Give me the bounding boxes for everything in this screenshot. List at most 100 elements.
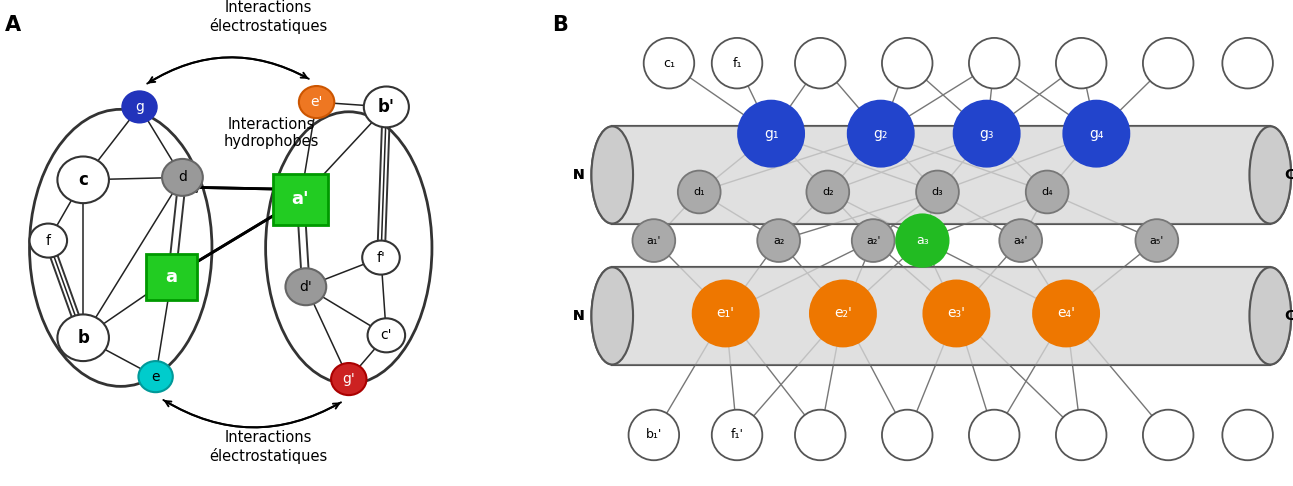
Text: a₃: a₃ — [915, 234, 928, 247]
Text: f₁: f₁ — [732, 57, 742, 69]
Text: d₄: d₄ — [1041, 187, 1053, 197]
FancyBboxPatch shape — [613, 267, 1270, 364]
Circle shape — [57, 314, 109, 361]
Ellipse shape — [1222, 410, 1272, 460]
Ellipse shape — [591, 267, 634, 364]
Ellipse shape — [848, 101, 914, 167]
Ellipse shape — [1063, 101, 1129, 167]
Text: g': g' — [343, 372, 356, 386]
Text: a₂: a₂ — [773, 236, 785, 245]
Circle shape — [331, 363, 366, 395]
Text: b: b — [78, 329, 89, 347]
Text: N: N — [573, 168, 584, 182]
Text: e': e' — [310, 95, 323, 109]
Text: d₃: d₃ — [932, 187, 944, 197]
Text: d': d' — [300, 280, 312, 294]
Text: C: C — [1284, 168, 1293, 182]
FancyBboxPatch shape — [146, 254, 198, 300]
Text: f₁': f₁' — [731, 429, 743, 441]
Ellipse shape — [693, 280, 759, 347]
Text: e₃': e₃' — [948, 307, 966, 320]
Ellipse shape — [644, 38, 694, 88]
Text: d₁: d₁ — [693, 187, 705, 197]
Ellipse shape — [896, 214, 949, 267]
Text: N: N — [573, 309, 584, 323]
Ellipse shape — [795, 38, 846, 88]
Circle shape — [286, 268, 326, 305]
Ellipse shape — [1249, 126, 1292, 224]
Ellipse shape — [923, 280, 989, 347]
Ellipse shape — [882, 410, 932, 460]
Text: C: C — [1284, 168, 1293, 182]
Ellipse shape — [758, 219, 800, 262]
Text: d: d — [178, 171, 187, 184]
Ellipse shape — [1249, 126, 1292, 224]
Text: C: C — [1284, 309, 1293, 323]
FancyBboxPatch shape — [613, 267, 1270, 364]
Circle shape — [30, 224, 67, 258]
Ellipse shape — [628, 410, 679, 460]
Ellipse shape — [711, 38, 763, 88]
Text: B: B — [552, 15, 568, 35]
Circle shape — [362, 241, 400, 275]
Text: a': a' — [292, 190, 309, 208]
Ellipse shape — [795, 410, 846, 460]
Ellipse shape — [1025, 171, 1068, 213]
Ellipse shape — [1222, 38, 1272, 88]
Text: c₁: c₁ — [663, 57, 675, 69]
Ellipse shape — [1249, 267, 1292, 364]
Ellipse shape — [1249, 267, 1292, 364]
Text: b': b' — [378, 98, 394, 116]
Text: e₁': e₁' — [716, 307, 734, 320]
Ellipse shape — [1143, 38, 1193, 88]
Text: e₄': e₄' — [1058, 307, 1074, 320]
Text: a: a — [166, 268, 177, 286]
Ellipse shape — [1056, 410, 1107, 460]
Text: f': f' — [376, 251, 385, 264]
Text: Interactions
électrostatiques: Interactions électrostatiques — [209, 0, 327, 34]
Text: c': c' — [380, 329, 392, 342]
Text: c: c — [79, 171, 88, 189]
Ellipse shape — [999, 219, 1042, 262]
Text: A: A — [5, 15, 22, 35]
Text: e: e — [151, 370, 160, 383]
Text: g: g — [134, 100, 144, 114]
Text: a₅': a₅' — [1149, 236, 1164, 245]
Text: g₃: g₃ — [979, 127, 994, 140]
Text: a₁': a₁' — [646, 236, 661, 245]
Ellipse shape — [917, 171, 959, 213]
Text: a₄': a₄' — [1014, 236, 1028, 245]
Text: Interactions
hydrophobes: Interactions hydrophobes — [224, 117, 318, 149]
Ellipse shape — [591, 126, 634, 224]
Ellipse shape — [1135, 219, 1178, 262]
Circle shape — [367, 318, 405, 352]
Text: b₁': b₁' — [645, 429, 662, 441]
Ellipse shape — [882, 38, 932, 88]
Text: f: f — [45, 234, 50, 247]
Text: a₂': a₂' — [866, 236, 881, 245]
Ellipse shape — [954, 101, 1020, 167]
Ellipse shape — [968, 410, 1019, 460]
FancyBboxPatch shape — [273, 174, 328, 225]
Text: N: N — [573, 309, 584, 323]
Text: d₂: d₂ — [822, 187, 834, 197]
Ellipse shape — [1033, 280, 1099, 347]
Ellipse shape — [968, 38, 1019, 88]
Ellipse shape — [711, 410, 763, 460]
Circle shape — [138, 361, 173, 392]
Text: e₂': e₂' — [834, 307, 852, 320]
Circle shape — [123, 91, 156, 122]
Circle shape — [162, 159, 203, 196]
Ellipse shape — [738, 101, 804, 167]
Text: C: C — [1284, 309, 1293, 323]
Ellipse shape — [632, 219, 675, 262]
Text: g₄: g₄ — [1089, 127, 1104, 140]
FancyBboxPatch shape — [613, 126, 1270, 224]
Ellipse shape — [807, 171, 850, 213]
Text: g₁: g₁ — [764, 127, 778, 140]
Circle shape — [299, 86, 335, 118]
Ellipse shape — [852, 219, 895, 262]
Ellipse shape — [1143, 410, 1193, 460]
Ellipse shape — [591, 267, 634, 364]
Circle shape — [363, 87, 409, 127]
